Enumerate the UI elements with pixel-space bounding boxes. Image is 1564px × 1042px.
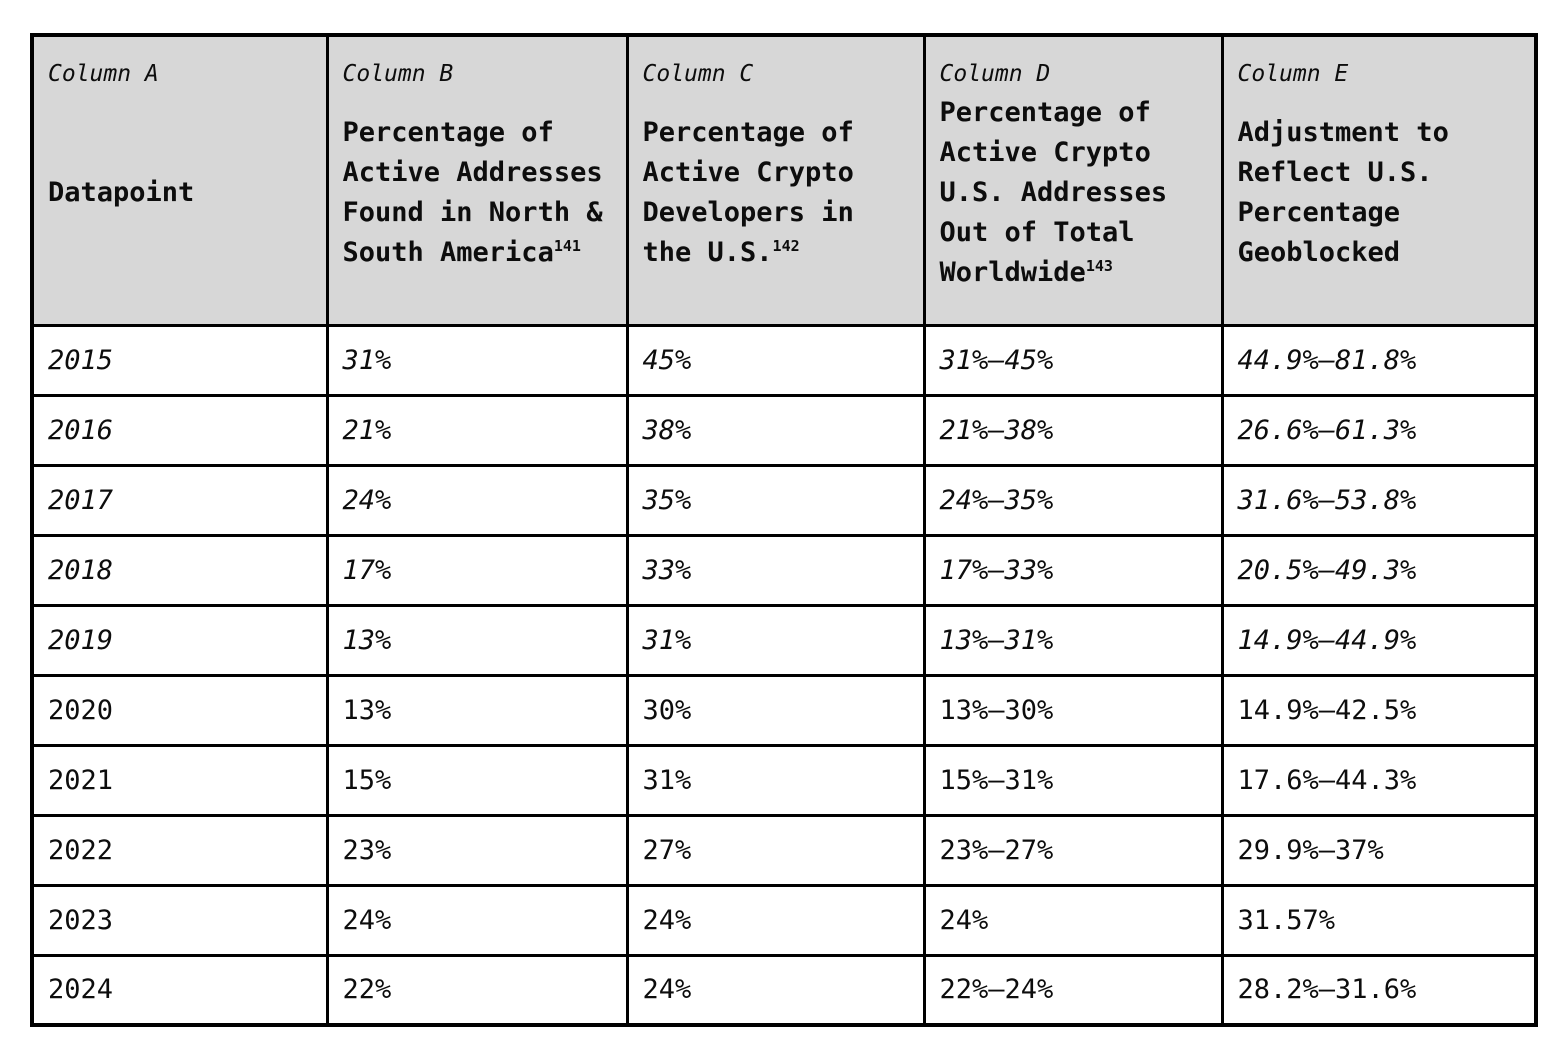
- header-row: Column A Datapoint Column B Percentage o…: [30, 33, 1538, 327]
- value-cell-b: 24%: [325, 883, 629, 957]
- value-cell-c: 24%: [625, 883, 926, 957]
- row-2019: 2019 13% 31% 13%–31% 14.9%–44.9%: [30, 603, 1538, 677]
- row-2018: 2018 17% 33% 17%–33% 20.5%–49.3%: [30, 533, 1538, 607]
- value-cell-c: 45%: [625, 323, 926, 397]
- value-cell-d: 13%–30%: [922, 673, 1224, 747]
- column-e-title-text: Adjustment to Reflect U.S. Percentage Ge…: [1237, 117, 1449, 269]
- value-cell-d: 24%–35%: [922, 463, 1224, 537]
- value-cell-b: 13%: [325, 673, 629, 747]
- year-cell: 2022: [30, 813, 329, 887]
- year-cell: 2017: [30, 463, 329, 537]
- value-cell-b: 31%: [325, 323, 629, 397]
- value-cell-d: 31%–45%: [922, 323, 1224, 397]
- value-cell-b: 15%: [325, 743, 629, 817]
- year-cell: 2020: [30, 673, 329, 747]
- value-cell-d: 13%–31%: [922, 603, 1224, 677]
- value-cell-e: 20.5%–49.3%: [1220, 533, 1538, 607]
- column-a-title-text: Datapoint: [48, 177, 195, 209]
- column-b-tag: Column B: [342, 61, 454, 87]
- row-2023: 2023 24% 24% 24% 31.57%: [30, 883, 1538, 957]
- value-cell-e: 31.57%: [1220, 883, 1538, 957]
- column-a-tag: Column A: [48, 61, 159, 87]
- value-cell-e: 14.9%–44.9%: [1220, 603, 1538, 677]
- column-d-tag: Column D: [939, 61, 1051, 87]
- value-cell-c: 33%: [625, 533, 926, 607]
- value-cell-e: 14.9%–42.5%: [1220, 673, 1538, 747]
- year-cell: 2019: [30, 603, 329, 677]
- year-cell: 2015: [30, 323, 329, 397]
- header-cell-column-c: Column C Percentage of Active Crypto Dev…: [625, 33, 926, 327]
- value-cell-c: 27%: [625, 813, 926, 887]
- datapoint-table: Column A Datapoint Column B Percentage o…: [30, 33, 1538, 1027]
- value-cell-b: 22%: [325, 953, 629, 1027]
- column-c-title-text: Percentage of Active Crypto Developers i…: [642, 117, 854, 269]
- row-2022: 2022 23% 27% 23%–27% 29.9%–37%: [30, 813, 1538, 887]
- value-cell-c: 24%: [625, 953, 926, 1027]
- value-cell-b: 17%: [325, 533, 629, 607]
- value-cell-d: 23%–27%: [922, 813, 1224, 887]
- value-cell-e: 29.9%–37%: [1220, 813, 1538, 887]
- column-c-tag: Column C: [642, 61, 754, 87]
- year-cell: 2024: [30, 953, 329, 1027]
- value-cell-b: 24%: [325, 463, 629, 537]
- table-header: Column A Datapoint Column B Percentage o…: [30, 33, 1538, 327]
- row-2020: 2020 13% 30% 13%–30% 14.9%–42.5%: [30, 673, 1538, 747]
- value-cell-c: 31%: [625, 603, 926, 677]
- row-2017: 2017 24% 35% 24%–35% 31.6%–53.8%: [30, 463, 1538, 537]
- column-d-title: Percentage of Active Crypto U.S. Address…: [940, 93, 1209, 293]
- value-cell-e: 28.2%–31.6%: [1220, 953, 1538, 1027]
- value-cell-d: 22%–24%: [922, 953, 1224, 1027]
- column-d-title-text: Percentage of Active Crypto U.S. Address…: [939, 97, 1168, 289]
- value-cell-b: 23%: [325, 813, 629, 887]
- value-cell-e: 17.6%–44.3%: [1220, 743, 1538, 817]
- row-2016: 2016 21% 38% 21%–38% 26.6%–61.3%: [30, 393, 1538, 467]
- table-body: 2015 31% 45% 31%–45% 44.9%–81.8% 2016 21…: [30, 323, 1538, 1027]
- column-c-footnote: 142: [772, 237, 800, 256]
- header-cell-column-e: Column E Adjustment to Reflect U.S. Perc…: [1220, 33, 1538, 327]
- column-e-tag: Column E: [1237, 61, 1349, 87]
- value-cell-b: 21%: [325, 393, 629, 467]
- column-c-title: Percentage of Active Crypto Developers i…: [643, 113, 911, 273]
- header-cell-column-b: Column B Percentage of Active Addresses …: [325, 33, 629, 327]
- column-b-title: Percentage of Active Addresses Found in …: [343, 113, 614, 273]
- year-cell: 2018: [30, 533, 329, 607]
- column-a-title: Datapoint: [48, 173, 314, 213]
- row-2024: 2024 22% 24% 22%–24% 28.2%–31.6%: [30, 953, 1538, 1027]
- column-d-footnote: 143: [1085, 257, 1113, 276]
- year-cell: 2016: [30, 393, 329, 467]
- value-cell-c: 31%: [625, 743, 926, 817]
- value-cell-d: 17%–33%: [922, 533, 1224, 607]
- column-b-footnote: 141: [553, 237, 581, 256]
- row-2021: 2021 15% 31% 15%–31% 17.6%–44.3%: [30, 743, 1538, 817]
- year-cell: 2023: [30, 883, 329, 957]
- value-cell-e: 31.6%–53.8%: [1220, 463, 1538, 537]
- value-cell-c: 30%: [625, 673, 926, 747]
- value-cell-d: 15%–31%: [922, 743, 1224, 817]
- column-b-title-text: Percentage of Active Addresses Found in …: [342, 117, 603, 269]
- header-cell-column-a: Column A Datapoint: [30, 33, 329, 327]
- year-cell: 2021: [30, 743, 329, 817]
- row-2015: 2015 31% 45% 31%–45% 44.9%–81.8%: [30, 323, 1538, 397]
- value-cell-d: 24%: [922, 883, 1224, 957]
- column-e-title: Adjustment to Reflect U.S. Percentage Ge…: [1238, 113, 1523, 273]
- value-cell-e: 44.9%–81.8%: [1220, 323, 1538, 397]
- value-cell-e: 26.6%–61.3%: [1220, 393, 1538, 467]
- value-cell-c: 38%: [625, 393, 926, 467]
- value-cell-b: 13%: [325, 603, 629, 677]
- header-cell-column-d: Column D Percentage of Active Crypto U.S…: [922, 33, 1224, 327]
- value-cell-d: 21%–38%: [922, 393, 1224, 467]
- value-cell-c: 35%: [625, 463, 926, 537]
